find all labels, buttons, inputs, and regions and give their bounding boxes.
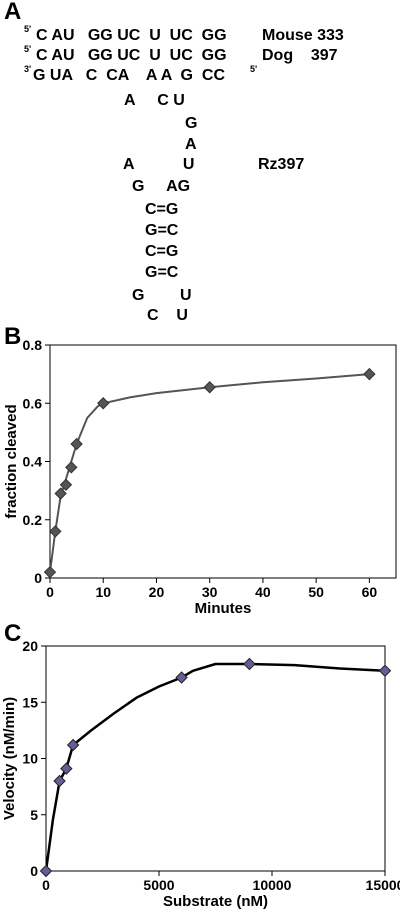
data-point [70, 437, 83, 451]
x-tick-label: 50 [308, 584, 324, 600]
data-point [59, 478, 73, 492]
x-tick-label: 60 [362, 584, 378, 600]
structure-row: C=G [145, 201, 179, 218]
panel-label-b: B [4, 323, 22, 350]
structure-row: A C U [124, 92, 185, 109]
ribozyme-label: Rz397 [258, 156, 305, 173]
x-tick-label: 10 [95, 584, 111, 600]
data-point [65, 461, 78, 474]
x-axis-label: Substrate (nM) [163, 893, 268, 910]
y-tick-label: 20 [22, 638, 38, 654]
series-line [44, 662, 386, 872]
y-tick-label: 0.8 [23, 337, 43, 353]
structure-row: G AG [132, 178, 191, 195]
data-point [60, 762, 73, 775]
y-tick-label: 0.2 [23, 512, 43, 528]
structure-row: A [185, 136, 197, 153]
data-point [203, 381, 216, 394]
structure-row: C U [147, 307, 188, 324]
data-point [49, 525, 62, 538]
y-tick-label: 15 [22, 694, 38, 710]
structure-row: A U [123, 156, 195, 173]
structure-row: G=C [145, 222, 179, 239]
data-point [243, 657, 256, 671]
x-tick-label: 10000 [253, 877, 292, 893]
y-tick-label: 0 [30, 863, 38, 879]
plot-frame [49, 344, 397, 579]
three-prime-mark: 3' [24, 64, 32, 74]
y-tick-label: 0 [34, 570, 42, 586]
panel-label-c: C [4, 620, 22, 647]
y-tick-label: 0.4 [23, 454, 43, 470]
five-prime-mark: 5' [24, 24, 32, 34]
y-axis-label: Velocity (nM/min) [1, 697, 18, 820]
five-prime-mark: 5' [24, 44, 32, 54]
y-tick-label: 5 [30, 807, 38, 823]
x-tick-label: 0 [42, 877, 50, 893]
panel-label-a: A [4, 0, 22, 25]
data-point [53, 774, 66, 788]
structure-row: G [185, 115, 198, 132]
chart-velocity: 0 5 10 15 20 0 5000 10000 15000 Substrate (nM) Vel… [1, 638, 400, 910]
chart-fraction-cleaved: 0 0.2 0.4 0.6 0.8 0 10 20 30 40 50 60 Minutes fractio… [3, 337, 397, 617]
x-tick-label: 0 [46, 584, 54, 600]
y-tick-label: 10 [22, 751, 38, 767]
data-point [363, 367, 376, 381]
data-point [39, 864, 53, 878]
data-point [97, 397, 110, 410]
sequence-row-ribozyme: G UA C CA A A G CC [33, 67, 225, 84]
y-tick-label: 0.6 [23, 395, 43, 411]
structure-row: C=G [145, 243, 179, 260]
y-axis-label: fraction cleaved [3, 404, 20, 518]
structure-row: G U [132, 287, 192, 304]
x-tick-label: 20 [149, 584, 165, 600]
five-prime-mark: 5' [250, 64, 258, 74]
x-tick-label: 5000 [143, 877, 174, 893]
data-point [378, 664, 392, 677]
x-tick-label: 40 [255, 584, 271, 600]
data-point [43, 565, 57, 579]
sequence-row-mouse: C AU GG UC U UC GG [36, 27, 227, 44]
plot-frame [45, 645, 386, 872]
x-axis-label: Minutes [195, 600, 252, 617]
x-tick-label: 30 [202, 584, 218, 600]
sequence-label-dog: Dog 397 [262, 47, 338, 64]
data-point [54, 487, 67, 500]
structure-row: G=C [145, 264, 179, 281]
sequence-label-mouse: Mouse 333 [262, 27, 344, 44]
data-point [175, 671, 188, 684]
sequence-row-dog: C AU GG UC U UC GG [36, 47, 227, 64]
x-tick-label: 15000 [366, 877, 400, 893]
data-point [66, 738, 80, 752]
